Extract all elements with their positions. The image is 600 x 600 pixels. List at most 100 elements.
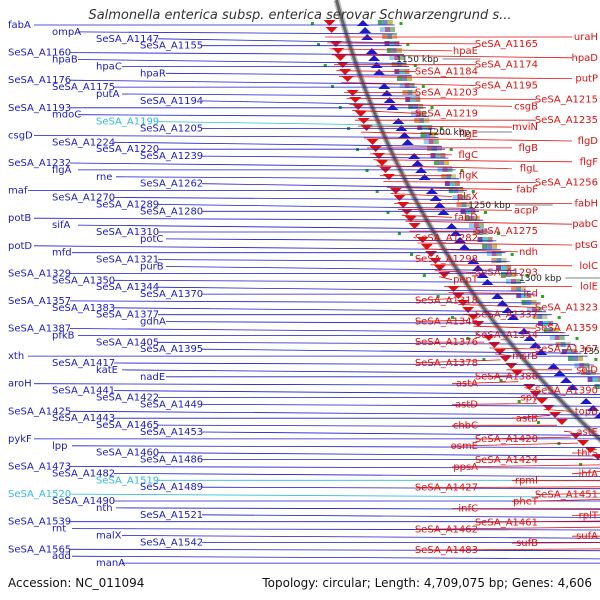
leader-line xyxy=(157,286,531,292)
leader-line xyxy=(475,375,513,378)
annotation-strip xyxy=(597,377,600,382)
gene-label: SeSA_A1417 xyxy=(52,358,115,369)
gene-label: SeSA_A1383 xyxy=(52,303,115,314)
gene-label: SeSA_A1453 xyxy=(140,427,203,438)
gene-label: SeSA_A1329 xyxy=(8,268,71,279)
annotation-strip xyxy=(452,195,458,200)
leader-line xyxy=(157,452,600,457)
gene-label: SeSA_A1354 xyxy=(475,330,538,341)
forward-gene-arrow xyxy=(359,27,372,33)
annotation-strip xyxy=(532,314,538,319)
gene-label: SeSA_A1405 xyxy=(96,337,159,348)
leader-line xyxy=(77,224,488,230)
leader-line xyxy=(415,486,600,489)
leader-line xyxy=(157,341,576,345)
leader-line xyxy=(563,430,573,433)
leader-line xyxy=(383,181,537,183)
reverse-gene-arrow xyxy=(334,55,347,61)
annotation-strip xyxy=(559,335,565,340)
reverse-gene-arrow xyxy=(472,321,485,327)
annotation-strip xyxy=(542,314,548,319)
leader-line xyxy=(201,486,600,490)
leader-line xyxy=(71,528,600,531)
gene-label: thrS xyxy=(577,448,598,459)
gene-label: malX xyxy=(96,531,122,542)
reverse-gene-arrow xyxy=(357,118,370,124)
gene-label: SeSA_A1482 xyxy=(52,468,115,479)
gene-label: SeSA_A1323 xyxy=(535,302,598,313)
annotation-strip xyxy=(496,251,502,256)
annotation-strip xyxy=(456,202,462,207)
gene-label: ompA xyxy=(52,27,81,38)
gene-label: osmE xyxy=(451,441,478,452)
leader-line xyxy=(357,125,513,128)
gene-label: putP xyxy=(575,74,598,85)
gene-label: icd xyxy=(523,289,538,300)
annotation-strip xyxy=(464,216,470,221)
leader-line xyxy=(33,217,484,221)
annotation-strip xyxy=(407,76,412,81)
gene-label: msrB xyxy=(512,351,538,362)
footer: Accession: NC_011094 Topology: circular;… xyxy=(0,576,600,600)
annotation-strip xyxy=(440,153,446,158)
gene-label: spy xyxy=(521,393,539,404)
forward-gene-arrow xyxy=(491,293,504,299)
annotation-strip xyxy=(482,237,488,242)
kbp-tick-label: 1250 kbp xyxy=(468,201,511,211)
leader-line xyxy=(511,414,551,419)
reverse-gene-arrow xyxy=(555,419,568,425)
gene-label: SeSA_A1270 xyxy=(52,193,115,204)
leader-line xyxy=(201,431,600,436)
leader-line xyxy=(473,325,537,329)
annotation-strip xyxy=(506,265,512,270)
annotation-strip xyxy=(474,216,480,221)
reverse-gene-arrow xyxy=(346,90,359,96)
leader-line xyxy=(327,42,477,45)
gene-label: SeSA_A1539 xyxy=(8,517,71,528)
gene-label: flgB xyxy=(518,143,538,154)
reverse-gene-arrow xyxy=(376,160,389,166)
backbone-line xyxy=(335,0,600,442)
feature-dot xyxy=(525,274,529,277)
reverse-gene-arrow xyxy=(329,41,342,47)
annotation-strip xyxy=(496,258,502,263)
gene-label: manA xyxy=(96,558,125,569)
leader-line xyxy=(415,548,600,551)
annotation-strip xyxy=(526,307,532,312)
annotation-strip xyxy=(483,230,489,235)
feature-dot xyxy=(410,253,414,256)
reverse-gene-arrow xyxy=(592,454,600,460)
forward-gene-arrow xyxy=(365,48,378,54)
gene-label: SeSA_A1461 xyxy=(475,517,538,528)
annotation-strip xyxy=(587,377,593,382)
annotation-strip xyxy=(386,48,392,53)
forward-gene-arrow xyxy=(458,244,471,250)
gene-label: fabH xyxy=(574,198,598,209)
forward-gene-arrow xyxy=(398,132,411,138)
leader-line xyxy=(69,328,564,333)
gene-label: lpp xyxy=(52,441,67,452)
feature-dot xyxy=(421,85,425,88)
leader-line xyxy=(571,514,600,516)
gene-label: SeSA_A1282 xyxy=(415,233,478,244)
gene-label: xth xyxy=(8,351,24,362)
gene-label: SeSA_A1486 xyxy=(140,455,203,466)
gene-label: uraH xyxy=(574,32,598,43)
annotation-strip xyxy=(444,160,449,165)
leader-line xyxy=(77,31,397,35)
feature-dot xyxy=(397,232,401,235)
gene-label: add xyxy=(52,551,71,562)
gene-label: SeSA_A1386 xyxy=(475,372,538,383)
gene-label: SeSA_A1422 xyxy=(96,393,159,404)
annotation-strip xyxy=(473,223,479,228)
forward-gene-arrow xyxy=(380,90,393,96)
annotation-strip xyxy=(491,251,497,256)
feature-dot xyxy=(413,64,417,67)
annotation-strip xyxy=(536,307,542,312)
annotation-strip xyxy=(434,160,439,165)
forward-gene-arrow xyxy=(547,363,560,369)
kbp-tick-label: 1350 kbp xyxy=(583,347,600,357)
gene-label: SeSA_A1174 xyxy=(475,60,538,71)
gene-label: putA xyxy=(96,89,120,100)
feature-dot xyxy=(496,232,500,235)
